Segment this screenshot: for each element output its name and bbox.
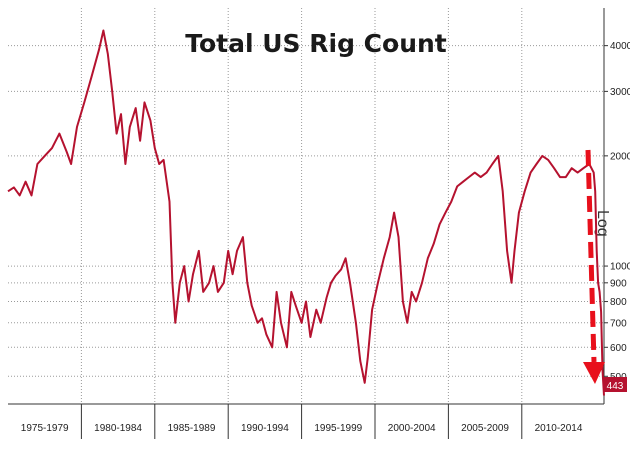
arrow-head bbox=[583, 362, 605, 384]
y-tick-label: 2000 bbox=[610, 151, 630, 162]
x-category-label: 1980-1984 bbox=[94, 423, 142, 434]
log-scale-label: Log bbox=[594, 210, 611, 237]
x-category-label: 2010-2014 bbox=[535, 423, 583, 434]
down-arrow-icon bbox=[583, 149, 605, 384]
y-tick-label: 4000 bbox=[610, 41, 630, 52]
x-category-label: 2000-2004 bbox=[388, 423, 436, 434]
x-category-label: 2005-2009 bbox=[461, 423, 509, 434]
x-axis-categories: 1975-1979 1980-1984 1985-1989 1990-1994 1995… bbox=[21, 404, 583, 439]
last-value-text: 443 bbox=[607, 381, 624, 392]
y-tick-label: 600 bbox=[610, 343, 627, 354]
y-tick-label: 900 bbox=[610, 278, 627, 289]
y-tick-label: 700 bbox=[610, 318, 627, 329]
x-category-label: 1975-1979 bbox=[21, 423, 69, 434]
x-category-label: 1985-1989 bbox=[168, 423, 216, 434]
arrow-shaft bbox=[585, 149, 597, 363]
chart-title: Total US Rig Count bbox=[185, 29, 447, 58]
x-category-label: 1990-1994 bbox=[241, 423, 289, 434]
y-tick-label: 3000 bbox=[610, 87, 630, 98]
y-tick-label: 1000 bbox=[610, 262, 630, 273]
last-value-badge bbox=[603, 377, 627, 392]
rig-count-line bbox=[7, 29, 605, 396]
x-category-label: 1995-1999 bbox=[314, 423, 362, 434]
y-tick-label: 800 bbox=[610, 297, 627, 308]
